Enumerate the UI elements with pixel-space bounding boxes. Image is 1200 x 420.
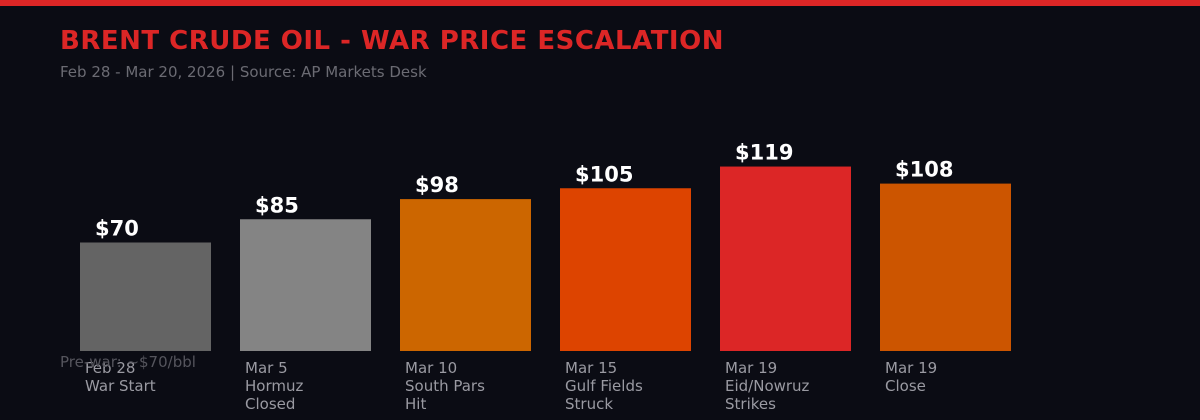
bar-6 bbox=[880, 183, 1011, 351]
category-label: Mar 19 Eid/Nowruz Strikes bbox=[725, 359, 810, 413]
bar-3 bbox=[400, 199, 531, 351]
bar-value-label: $108 bbox=[895, 158, 953, 182]
category-label-line: Mar 10 bbox=[405, 359, 457, 377]
bar-5 bbox=[720, 166, 851, 351]
category-label: Mar 5 Hormuz Closed bbox=[245, 359, 303, 413]
category-label-line: Eid/Nowruz bbox=[725, 377, 810, 395]
category-label-line: Mar 15 bbox=[565, 359, 617, 377]
bar-value-label: $98 bbox=[415, 173, 459, 197]
chart-title: BRENT CRUDE OIL - WAR PRICE ESCALATION bbox=[60, 26, 724, 56]
top-accent-bar bbox=[0, 0, 1200, 6]
category-label-line: War Start bbox=[85, 377, 156, 395]
category-label: Mar 10 South Pars Hit bbox=[405, 359, 485, 413]
bar-value-label: $70 bbox=[95, 217, 139, 241]
category-label: Mar 15 Gulf Fields Struck bbox=[565, 359, 643, 413]
pre-war-footnote: Pre-war: ~$70/bbl bbox=[60, 353, 196, 371]
bar-2 bbox=[240, 219, 371, 351]
category-label-line: Feb 28 bbox=[85, 359, 135, 377]
bar-1 bbox=[80, 242, 211, 351]
category-label-line: Closed bbox=[245, 395, 295, 413]
category-label: Mar 19 Close bbox=[885, 359, 937, 395]
category-label-line: Hormuz bbox=[245, 377, 303, 395]
category-label-line: Gulf Fields bbox=[565, 377, 643, 395]
category-label-line: Strikes bbox=[725, 395, 776, 413]
category-label-line: Close bbox=[885, 377, 926, 395]
category-label-line: Mar 5 bbox=[245, 359, 288, 377]
bar-value-label: $119 bbox=[735, 141, 793, 165]
chart-subtitle: Feb 28 - Mar 20, 2026 | Source: AP Marke… bbox=[60, 63, 427, 81]
category-label-line: South Pars bbox=[405, 377, 485, 395]
category-label-line: Struck bbox=[565, 395, 613, 413]
category-label-line: Hit bbox=[405, 395, 426, 413]
category-label-line: Mar 19 bbox=[725, 359, 777, 377]
category-label-line: Mar 19 bbox=[885, 359, 937, 377]
bar-value-label: $105 bbox=[575, 162, 633, 186]
bar-4 bbox=[560, 188, 691, 351]
category-label: Feb 28 War Start bbox=[85, 359, 156, 395]
bar-value-label: $85 bbox=[255, 193, 299, 217]
